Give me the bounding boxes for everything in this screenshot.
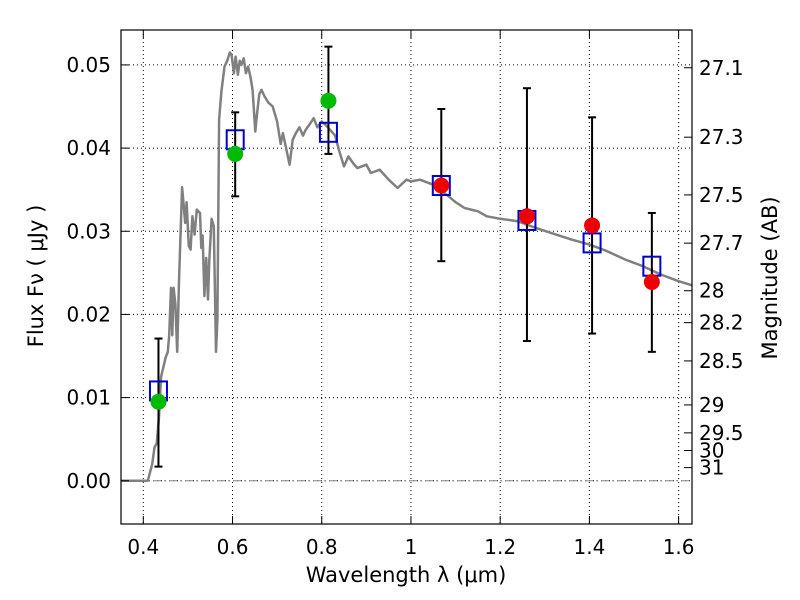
y2-tick-label: 30	[699, 438, 724, 462]
sed-model-line	[121, 51, 693, 483]
x-axis-label: Wavelength λ (μm)	[306, 563, 507, 587]
y2-tick-label: 28.2	[699, 311, 744, 335]
x-tick-label: 0.6	[217, 535, 249, 559]
y-tick-label: 0.04	[66, 136, 111, 160]
model-photometry-square	[431, 175, 451, 197]
y2-tick-label: 29	[699, 393, 724, 417]
x-tick-label: 1	[405, 535, 418, 559]
observed-green-point	[150, 393, 167, 410]
marker-layer	[148, 92, 662, 410]
y2-tick-label: 27.7	[699, 231, 744, 255]
observed-red-point	[584, 217, 601, 234]
y2-tick-label: 29.5	[699, 421, 744, 445]
x-tick-label: 0.4	[127, 535, 159, 559]
y-tick-label: 0.02	[66, 302, 111, 326]
observed-green-point	[227, 145, 244, 162]
plot-frame	[120, 29, 693, 525]
y-tick-label: 0.03	[66, 219, 111, 243]
y2-axis-label: Magnitude (AB)	[758, 196, 782, 359]
observed-red-point	[643, 273, 660, 290]
y-tick-label: 0.01	[66, 386, 111, 410]
observed-red-point	[518, 208, 535, 225]
model-photometry-square	[318, 121, 338, 143]
x-tick-label: 1.2	[484, 535, 516, 559]
tick-marks	[121, 30, 692, 524]
series-layer	[121, 51, 693, 483]
x-tick-label: 1.4	[573, 535, 605, 559]
x-tick-label: 0.8	[306, 535, 338, 559]
y2-tick-label: 31	[699, 456, 724, 480]
errorbar-layer	[154, 45, 656, 468]
y2-tick-label: 27.5	[699, 183, 744, 207]
y-tick-label: 0.05	[66, 53, 111, 77]
y2-tick-label: 28.5	[699, 349, 744, 373]
tick-labels: 0.4 0.6 0.8 1 1.2 1.4 1.6 0.00 0.01 0.02 0.03 0.04 0…	[66, 53, 743, 559]
x-tick-label: 1.6	[663, 535, 695, 559]
y2-tick-label: 28	[699, 279, 724, 303]
y2-tick-label: 27.3	[699, 125, 744, 149]
y2-tick-label: 27.1	[699, 56, 744, 80]
y-tick-label: 0.00	[66, 469, 111, 493]
observed-green-point	[320, 92, 337, 109]
y-axis-label: Flux Fν ( μJy )	[24, 205, 48, 348]
observed-red-point	[433, 177, 450, 194]
